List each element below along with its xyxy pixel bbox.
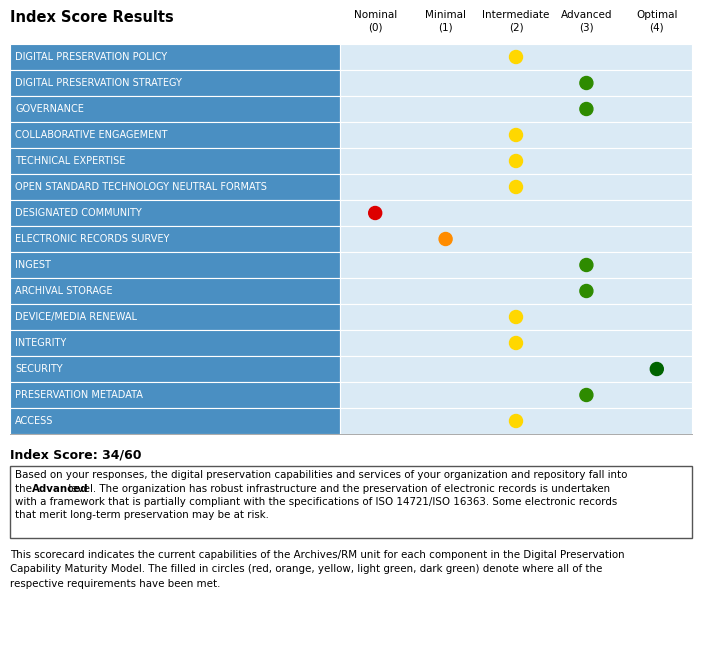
Bar bbox=[340, 408, 692, 434]
Bar bbox=[10, 70, 340, 96]
Circle shape bbox=[650, 362, 663, 375]
Text: level. The organization has robust infrastructure and the preservation of electr: level. The organization has robust infra… bbox=[65, 483, 610, 494]
Text: that merit long-term preservation may be at risk.: that merit long-term preservation may be… bbox=[15, 511, 269, 520]
Text: the: the bbox=[15, 483, 35, 494]
Bar bbox=[10, 382, 340, 408]
Bar bbox=[10, 330, 340, 356]
Text: Advanced: Advanced bbox=[561, 10, 612, 20]
Text: INTEGRITY: INTEGRITY bbox=[15, 338, 66, 348]
Bar bbox=[10, 278, 340, 304]
Circle shape bbox=[510, 51, 522, 64]
Bar bbox=[340, 382, 692, 408]
Circle shape bbox=[580, 284, 593, 297]
Text: Optimal: Optimal bbox=[636, 10, 677, 20]
Bar bbox=[340, 278, 692, 304]
Text: DIGITAL PRESERVATION STRATEGY: DIGITAL PRESERVATION STRATEGY bbox=[15, 78, 182, 88]
Text: DEVICE/MEDIA RENEWAL: DEVICE/MEDIA RENEWAL bbox=[15, 312, 137, 322]
Text: OPEN STANDARD TECHNOLOGY NEUTRAL FORMATS: OPEN STANDARD TECHNOLOGY NEUTRAL FORMATS bbox=[15, 182, 267, 192]
Bar bbox=[340, 174, 692, 200]
Text: DIGITAL PRESERVATION POLICY: DIGITAL PRESERVATION POLICY bbox=[15, 52, 167, 62]
Bar bbox=[10, 122, 340, 148]
Text: Index Score: 34/60: Index Score: 34/60 bbox=[10, 448, 142, 461]
Text: (3): (3) bbox=[579, 22, 594, 32]
Bar bbox=[10, 466, 692, 538]
Bar bbox=[10, 96, 340, 122]
Circle shape bbox=[580, 389, 593, 402]
Bar bbox=[10, 174, 340, 200]
Text: (1): (1) bbox=[438, 22, 453, 32]
Circle shape bbox=[510, 310, 522, 323]
Circle shape bbox=[510, 181, 522, 194]
Text: (0): (0) bbox=[368, 22, 383, 32]
Circle shape bbox=[580, 102, 593, 115]
Bar bbox=[340, 226, 692, 252]
Circle shape bbox=[510, 154, 522, 167]
Bar bbox=[10, 408, 340, 434]
Bar bbox=[340, 304, 692, 330]
Text: ARCHIVAL STORAGE: ARCHIVAL STORAGE bbox=[15, 286, 112, 296]
Text: SECURITY: SECURITY bbox=[15, 364, 62, 374]
Text: ELECTRONIC RECORDS SURVEY: ELECTRONIC RECORDS SURVEY bbox=[15, 234, 169, 244]
Bar bbox=[340, 330, 692, 356]
Text: This scorecard indicates the current capabilities of the Archives/RM unit for ea: This scorecard indicates the current cap… bbox=[10, 550, 625, 589]
Bar bbox=[340, 44, 692, 70]
Text: Minimal: Minimal bbox=[425, 10, 466, 20]
Text: Intermediate: Intermediate bbox=[482, 10, 550, 20]
Circle shape bbox=[510, 128, 522, 141]
Text: Nominal: Nominal bbox=[354, 10, 397, 20]
Bar bbox=[340, 252, 692, 278]
Bar bbox=[340, 96, 692, 122]
Text: COLLABORATIVE ENGAGEMENT: COLLABORATIVE ENGAGEMENT bbox=[15, 130, 168, 140]
Text: with a framework that is partially compliant with the specifications of ISO 1472: with a framework that is partially compl… bbox=[15, 497, 617, 507]
Circle shape bbox=[369, 207, 382, 220]
Text: (4): (4) bbox=[649, 22, 664, 32]
Text: GOVERNANCE: GOVERNANCE bbox=[15, 104, 84, 114]
Text: TECHNICAL EXPERTISE: TECHNICAL EXPERTISE bbox=[15, 156, 126, 166]
Circle shape bbox=[439, 233, 452, 246]
Bar bbox=[340, 356, 692, 382]
Circle shape bbox=[580, 259, 593, 272]
Bar bbox=[340, 148, 692, 174]
Bar bbox=[10, 226, 340, 252]
Bar bbox=[340, 200, 692, 226]
Bar bbox=[340, 122, 692, 148]
Bar bbox=[10, 304, 340, 330]
Text: Index Score Results: Index Score Results bbox=[10, 10, 174, 25]
Circle shape bbox=[510, 415, 522, 428]
Text: (2): (2) bbox=[509, 22, 523, 32]
Bar bbox=[10, 356, 340, 382]
Circle shape bbox=[510, 336, 522, 349]
Text: Based on your responses, the digital preservation capabilities and services of y: Based on your responses, the digital pre… bbox=[15, 470, 628, 480]
Bar bbox=[10, 252, 340, 278]
Circle shape bbox=[580, 76, 593, 89]
Bar bbox=[340, 70, 692, 96]
Bar bbox=[10, 148, 340, 174]
Bar bbox=[10, 200, 340, 226]
Text: DESIGNATED COMMUNITY: DESIGNATED COMMUNITY bbox=[15, 208, 142, 218]
Text: Advanced: Advanced bbox=[32, 483, 88, 494]
Text: INGEST: INGEST bbox=[15, 260, 51, 270]
Bar bbox=[10, 44, 340, 70]
Text: ACCESS: ACCESS bbox=[15, 416, 53, 426]
Text: PRESERVATION METADATA: PRESERVATION METADATA bbox=[15, 390, 143, 400]
